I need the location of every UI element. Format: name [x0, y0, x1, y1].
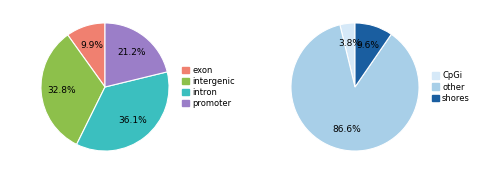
Text: b: b — [64, 0, 72, 1]
Wedge shape — [291, 25, 419, 151]
Text: 9.9%: 9.9% — [80, 41, 103, 50]
Text: 86.6%: 86.6% — [332, 125, 362, 134]
Wedge shape — [76, 72, 169, 151]
Text: 21.2%: 21.2% — [118, 48, 146, 57]
Legend: CpGi, other, shores: CpGi, other, shores — [431, 71, 470, 103]
Legend: exon, intergenic, intron, promoter: exon, intergenic, intron, promoter — [181, 65, 236, 109]
Wedge shape — [41, 35, 105, 144]
Text: 36.1%: 36.1% — [118, 116, 146, 125]
Wedge shape — [68, 23, 105, 87]
Wedge shape — [340, 23, 355, 87]
Wedge shape — [355, 23, 392, 87]
Text: 9.6%: 9.6% — [356, 41, 380, 50]
Wedge shape — [105, 23, 167, 87]
Text: 3.8%: 3.8% — [338, 39, 361, 48]
Text: 32.8%: 32.8% — [48, 86, 76, 95]
